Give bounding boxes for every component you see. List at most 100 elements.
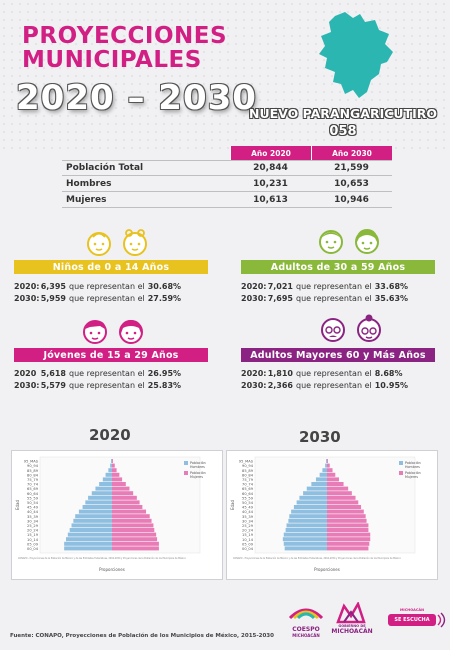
bar-female-25_29 bbox=[327, 523, 369, 528]
tick-label-85_89: 85_89 bbox=[27, 469, 39, 473]
children-icons bbox=[84, 228, 150, 258]
michoacan-logo-text: GOBIERNO DE MICHOACÁN bbox=[331, 624, 373, 635]
bar-male-40_44 bbox=[291, 509, 327, 514]
tick-label-35_39: 35_39 bbox=[242, 515, 254, 519]
children-stat-2020: 2020:6,395 que representan el 30.68% bbox=[14, 282, 182, 291]
value-2030: 21,599 bbox=[334, 163, 369, 173]
legend-label-0-b: Hombres bbox=[405, 465, 420, 469]
youth-stat-2020: 2020 5,618 que representan el 26.95% bbox=[14, 369, 182, 378]
bar-male-55_59 bbox=[299, 495, 327, 500]
legend-label-1: Población bbox=[190, 471, 206, 475]
tick-label-20_24: 20_24 bbox=[27, 529, 39, 533]
bar-female-05_09 bbox=[112, 541, 159, 546]
bar-male-95_MAS bbox=[111, 459, 112, 463]
pyramid-2030-chart: 95_MAS 90_94 85_89 80_84 75_79 70_74 65_69 60_6… bbox=[226, 450, 438, 580]
municipality-name: NUEVO PARANGARICUTIRO bbox=[249, 106, 437, 121]
tick-label-50_54: 50_54 bbox=[27, 501, 39, 505]
bar-female-05_09 bbox=[327, 541, 370, 546]
tick-label-30_34: 30_34 bbox=[27, 519, 39, 523]
row-label: Población Total bbox=[66, 163, 144, 173]
pyramid-2030-title: 2030 bbox=[299, 428, 341, 446]
bar-male-75_79 bbox=[102, 477, 112, 482]
bar-male-15_19 bbox=[283, 532, 327, 537]
pyramid-2020-title: 2020 bbox=[89, 426, 131, 444]
bar-male-60_64 bbox=[303, 491, 327, 496]
bar-female-20_24 bbox=[112, 528, 155, 532]
tick-label-10_14: 10_14 bbox=[242, 538, 254, 542]
youth-banner: Jóvenes de 15 a 29 Años bbox=[14, 348, 208, 362]
tick-label-90_94: 90_94 bbox=[27, 464, 39, 468]
population-table: Año 2020 Año 2030 Población Total 20,844… bbox=[62, 146, 392, 208]
tick-label-85_89: 85_89 bbox=[242, 469, 254, 473]
bar-male-85_89 bbox=[108, 468, 112, 473]
x-axis-label: Proporciones bbox=[314, 567, 340, 572]
legend-swatch-0 bbox=[184, 461, 188, 465]
value-2030: 10,946 bbox=[334, 194, 369, 205]
bar-female-60_64 bbox=[327, 491, 352, 496]
bar-female-85_89 bbox=[327, 468, 333, 473]
bar-female-25_29 bbox=[112, 523, 154, 528]
tick-label-80_84: 80_84 bbox=[27, 473, 39, 477]
legend-label-0: Población bbox=[190, 461, 206, 465]
tick-label-20_24: 20_24 bbox=[242, 529, 254, 533]
legend-label-0-b: Hombres bbox=[190, 465, 205, 469]
bar-female-15_19 bbox=[112, 532, 157, 537]
table-row: Mujeres 10,613 10,946 bbox=[62, 192, 392, 208]
bar-male-75_79 bbox=[315, 477, 327, 482]
bar-male-25_29 bbox=[286, 523, 327, 528]
bar-female-65_69 bbox=[112, 486, 130, 491]
legend-label-1-b: Mujeres bbox=[405, 475, 418, 479]
value-2030: 10,653 bbox=[334, 178, 369, 189]
tick-label-95_MAS: 95_MAS bbox=[239, 460, 254, 464]
tick-label-30_34: 30_34 bbox=[242, 519, 254, 523]
pyramid-2030-svg: 95_MAS90_9485_8980_8475_7970_7465_6960_6… bbox=[230, 456, 421, 572]
tick-label-65_69: 65_69 bbox=[242, 487, 254, 491]
legend-label-1-b: Mujeres bbox=[190, 475, 203, 479]
bar-male-80_84 bbox=[319, 472, 327, 477]
tick-label-35_39: 35_39 bbox=[27, 515, 39, 519]
bar-male-60_64 bbox=[91, 491, 112, 496]
tick-label-95_MAS: 95_MAS bbox=[24, 460, 39, 464]
bar-female-75_79 bbox=[327, 477, 339, 482]
tick-label-55_59: 55_59 bbox=[242, 496, 254, 500]
adult-man-icon bbox=[319, 230, 343, 254]
bar-male-40_44 bbox=[78, 509, 112, 514]
bar-female-35_39 bbox=[327, 514, 366, 519]
youth-icons bbox=[80, 316, 146, 346]
value-2020: 20,844 bbox=[253, 163, 288, 173]
tick-label-15_19: 15_19 bbox=[27, 533, 39, 537]
bar-male-15_19 bbox=[67, 532, 112, 537]
bar-female-90_94 bbox=[327, 463, 330, 468]
row-label: Mujeres bbox=[66, 194, 107, 205]
source-note: Fuente: CONAPO, Proyecciones de Població… bbox=[10, 633, 274, 639]
legend-label-1: Población bbox=[405, 471, 421, 475]
bar-female-10_14 bbox=[112, 537, 158, 542]
tick-label-00_04: 00_04 bbox=[242, 547, 254, 551]
bar-male-90_94 bbox=[325, 463, 327, 468]
pyramid-2020-chart: 95_MAS 90_94 85_89 80_84 75_79 70_74 65_69 60_6… bbox=[11, 450, 223, 580]
pyramid-2020-svg: 95_MAS90_9485_8980_8475_7970_7465_6960_6… bbox=[15, 456, 206, 572]
children-stat-2030: 2030:5,959 que representan el 27.59% bbox=[14, 294, 182, 303]
title-line-1: PROYECCIONES bbox=[22, 23, 228, 49]
tick-label-60_64: 60_64 bbox=[242, 492, 254, 496]
bar-female-50_54 bbox=[112, 500, 140, 505]
bar-male-50_54 bbox=[85, 500, 112, 505]
tick-label-25_29: 25_29 bbox=[27, 524, 39, 528]
tick-label-15_19: 15_19 bbox=[242, 533, 254, 537]
adults-stat-2030: 2030:7,695 que representan el 35.63% bbox=[241, 294, 409, 303]
bar-female-55_59 bbox=[112, 495, 137, 500]
youth-stat-2030: 2030:5,579 que representan el 25.83% bbox=[14, 381, 182, 390]
tick-label-90_94: 90_94 bbox=[242, 464, 254, 468]
baby-boy-icon bbox=[87, 232, 111, 256]
bar-male-65_69 bbox=[95, 486, 112, 491]
x-axis-label: Proporciones bbox=[99, 567, 125, 572]
bar-female-85_89 bbox=[112, 468, 117, 473]
tick-label-40_44: 40_44 bbox=[242, 510, 254, 514]
bar-female-55_59 bbox=[327, 495, 356, 500]
tick-label-60_64: 60_64 bbox=[27, 492, 39, 496]
tick-label-80_84: 80_84 bbox=[242, 473, 254, 477]
bar-male-05_09 bbox=[283, 541, 327, 546]
bar-female-95_MAS bbox=[327, 459, 328, 463]
bar-female-65_69 bbox=[327, 486, 349, 491]
tick-label-65_69: 65_69 bbox=[27, 487, 39, 491]
